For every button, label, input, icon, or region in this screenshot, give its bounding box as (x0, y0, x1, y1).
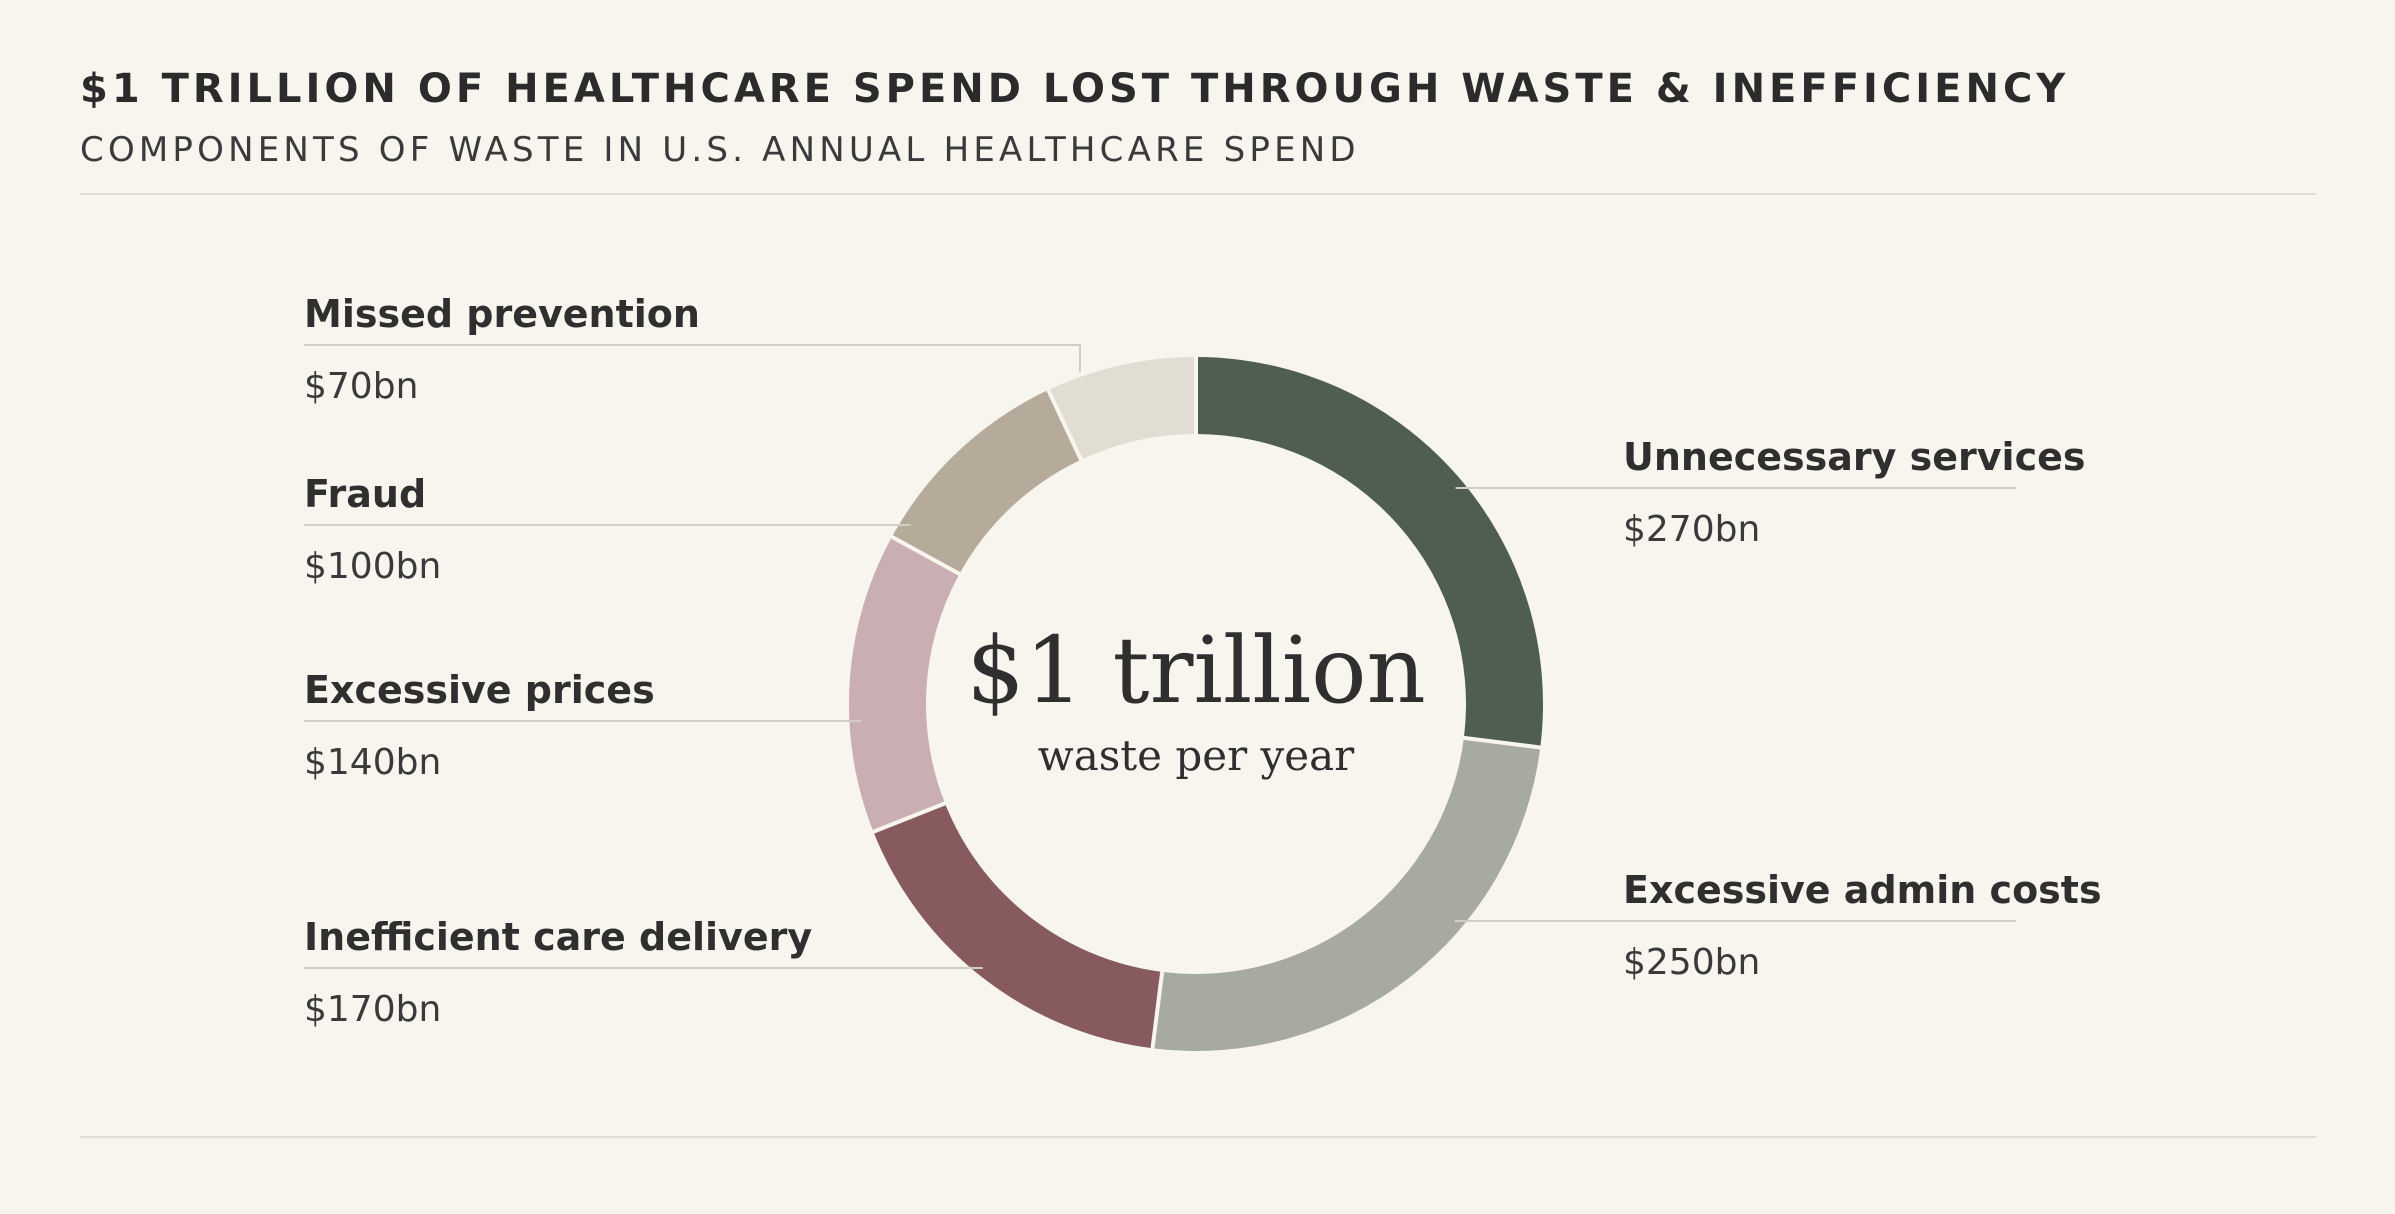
center-total-label: $1 trillion (966, 617, 1426, 724)
slice-value-unnecessary-services: $270bn (1623, 509, 1760, 550)
center-sub-label: waste per year (1038, 731, 1355, 780)
slice-excessive-prices (848, 538, 959, 831)
slice-separator (1046, 388, 1084, 462)
chart-title: $1 TRILLION OF HEALTHCARE SPEND LOST THR… (80, 66, 2070, 112)
leader-line-missed-prevention (304, 344, 1081, 372)
header-divider (80, 193, 2316, 195)
slice-name-inefficient-care-delivery: Inefficient care delivery (304, 915, 812, 959)
slice-value-missed-prevention: $70bn (304, 366, 418, 407)
slice-name-unnecessary-services: Unnecessary services (1623, 435, 2086, 479)
slice-name-fraud: Fraud (304, 472, 426, 516)
slice-labels: Unnecessary services $270bn Excessive admi… (304, 292, 2102, 1030)
chart-subtitle: COMPONENTS OF WASTE IN U.S. ANNUAL HEALT… (80, 130, 1360, 170)
slice-unnecessary-services (1197, 357, 1544, 746)
slice-separator (871, 801, 947, 834)
slice-value-fraud: $100bn (304, 546, 441, 587)
slice-name-missed-prevention: Missed prevention (304, 292, 700, 336)
leader-lines (304, 344, 2016, 969)
slice-value-inefficient-care-delivery: $170bn (304, 989, 441, 1030)
slice-separator (890, 534, 962, 577)
slice-separator (1150, 970, 1165, 1050)
slice-value-excessive-admin-costs: $250bn (1623, 942, 1760, 983)
slice-fraud (892, 390, 1080, 573)
slice-name-excessive-prices: Excessive prices (304, 668, 655, 712)
slice-missed-prevention (1049, 357, 1195, 460)
slice-separator (1462, 735, 1542, 750)
slice-name-excessive-admin-costs: Excessive admin costs (1623, 868, 2102, 912)
donut-slices (848, 356, 1544, 1051)
slice-excessive-admin-costs (1154, 739, 1541, 1051)
footer-divider (80, 1136, 2316, 1138)
slice-value-excessive-prices: $140bn (304, 742, 441, 783)
slice-inefficient-care-delivery (873, 804, 1161, 1049)
